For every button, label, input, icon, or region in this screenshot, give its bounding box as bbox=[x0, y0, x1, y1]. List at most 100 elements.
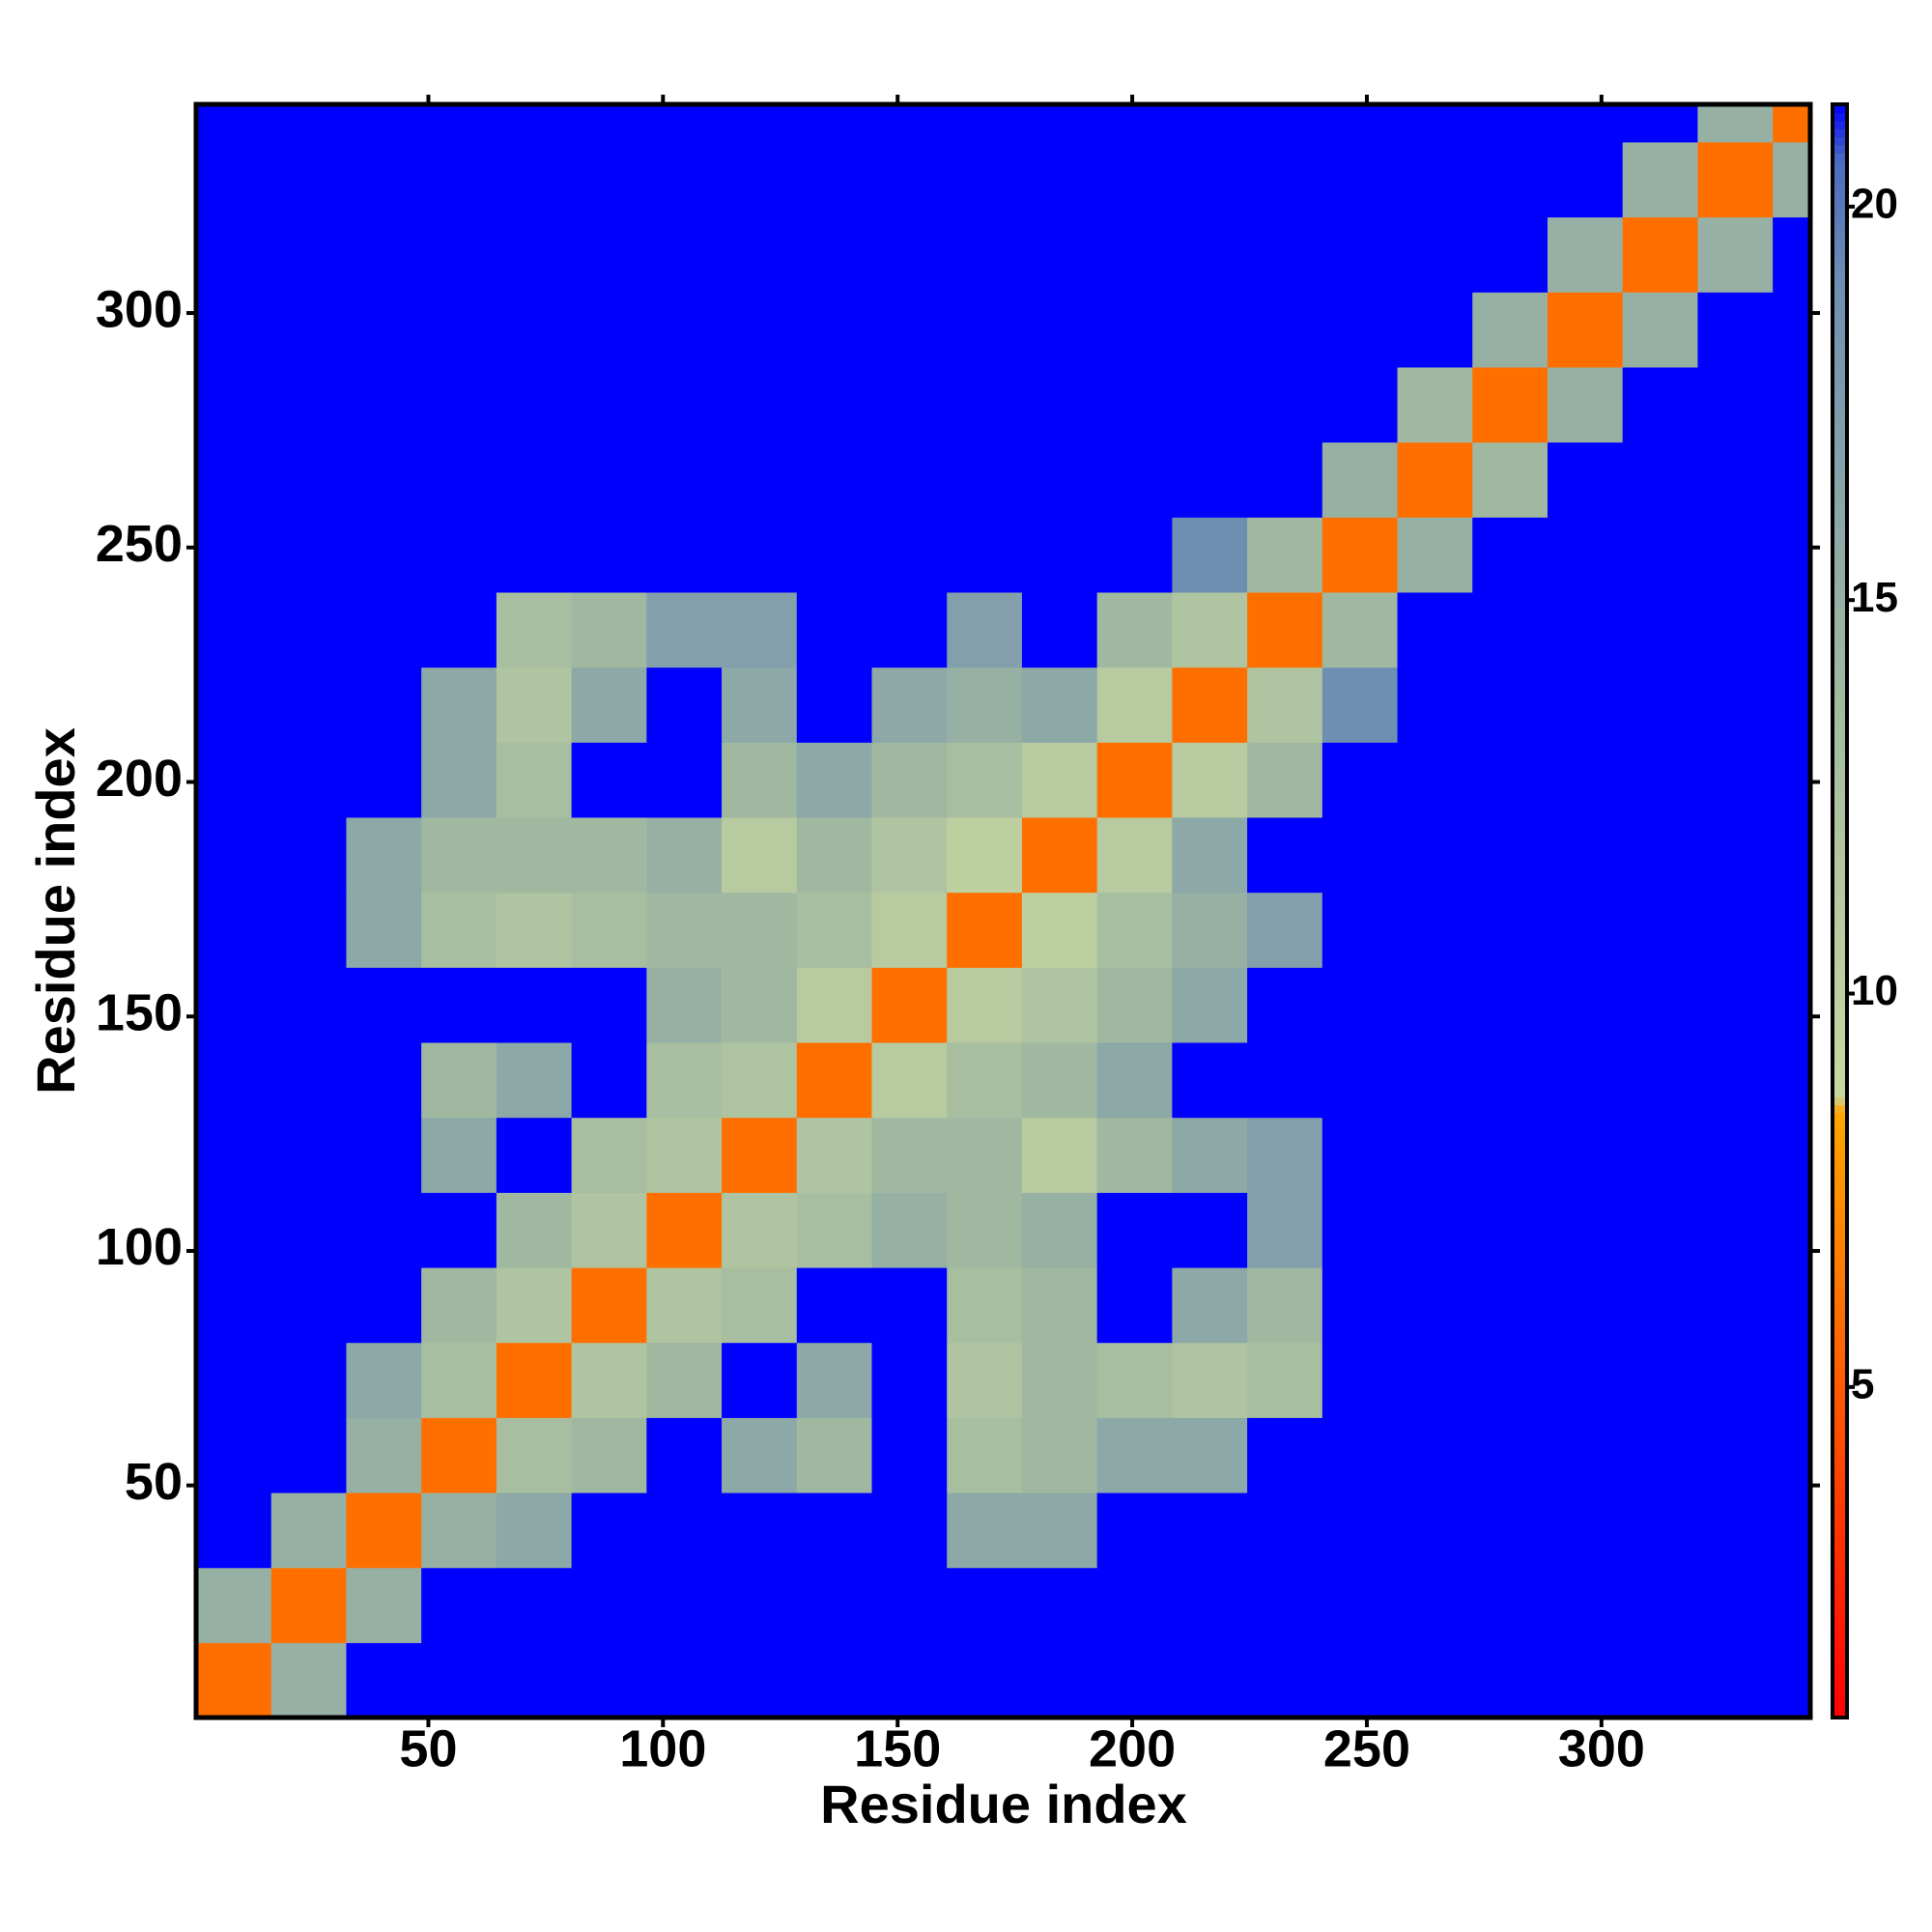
colorbar-segment bbox=[1833, 1128, 1847, 1138]
heatmap-cell bbox=[270, 141, 348, 218]
y-tick-label: 100 bbox=[96, 1218, 183, 1276]
x-tick-label: 300 bbox=[1558, 1719, 1645, 1777]
heatmap-cell bbox=[421, 1342, 497, 1418]
heatmap-cell bbox=[871, 892, 948, 968]
heatmap-cell bbox=[571, 1642, 647, 1719]
colorbar-segment bbox=[1833, 1556, 1847, 1566]
heatmap-cell bbox=[1321, 1266, 1399, 1344]
heatmap-cell bbox=[496, 141, 573, 218]
colorbar-segment bbox=[1833, 774, 1847, 783]
colorbar-segment bbox=[1833, 1338, 1847, 1348]
heatmap-cell bbox=[796, 292, 873, 368]
colorbar-segment bbox=[1833, 750, 1847, 759]
heatmap-cell bbox=[1021, 1117, 1098, 1193]
heatmap-cell bbox=[646, 967, 723, 1043]
heatmap-cell bbox=[421, 1192, 497, 1268]
heatmap-cell bbox=[1096, 1417, 1173, 1493]
heatmap-cell bbox=[1472, 1266, 1548, 1344]
heatmap-cell bbox=[270, 104, 348, 143]
heatmap-cell bbox=[346, 141, 422, 218]
heatmap-cell bbox=[196, 1192, 272, 1268]
heatmap-cell bbox=[571, 1417, 647, 1493]
heatmap-cell bbox=[1172, 1117, 1248, 1193]
colorbar-segment bbox=[1833, 1072, 1847, 1082]
heatmap-cell bbox=[947, 967, 1023, 1043]
heatmap-cell bbox=[1021, 441, 1098, 518]
heatmap-cell bbox=[1021, 1266, 1098, 1344]
colorbar-segment bbox=[1833, 895, 1847, 904]
colorbar-segment bbox=[1833, 1193, 1847, 1203]
heatmap-cell bbox=[346, 104, 422, 143]
heatmap-cell bbox=[871, 1492, 948, 1569]
heatmap-cell bbox=[1622, 1492, 1699, 1569]
heatmap-cell bbox=[947, 292, 1023, 368]
colorbar-segment bbox=[1833, 1427, 1847, 1436]
heatmap-cell bbox=[1773, 1192, 1811, 1268]
colorbar-segment bbox=[1833, 354, 1847, 363]
colorbar-segment bbox=[1833, 1039, 1847, 1049]
heatmap-cell bbox=[1773, 816, 1811, 894]
heatmap-cell bbox=[1397, 1642, 1473, 1719]
heatmap-cell bbox=[1472, 292, 1548, 368]
heatmap-cell bbox=[1773, 1417, 1811, 1493]
colorbar-segment bbox=[1833, 1516, 1847, 1525]
colorbar-segment bbox=[1833, 886, 1847, 896]
heatmap-cell bbox=[196, 667, 272, 743]
heatmap-cell bbox=[722, 1567, 798, 1643]
heatmap-cell bbox=[1397, 1417, 1473, 1493]
heatmap-cell bbox=[947, 216, 1023, 293]
heatmap-cell bbox=[1472, 667, 1548, 743]
heatmap-cell bbox=[496, 1117, 573, 1193]
colorbar-segment bbox=[1833, 644, 1847, 654]
heatmap-cell bbox=[646, 892, 723, 968]
colorbar-segment bbox=[1833, 1435, 1847, 1444]
colorbar-segment bbox=[1833, 233, 1847, 242]
heatmap-cell bbox=[1622, 1642, 1699, 1719]
y-tick-label: 50 bbox=[125, 1453, 183, 1511]
heatmap-cell bbox=[421, 1642, 497, 1719]
colorbar-segment bbox=[1833, 572, 1847, 582]
colorbar-segment bbox=[1833, 1588, 1847, 1598]
heatmap-cell bbox=[1472, 366, 1548, 443]
heatmap-cell bbox=[646, 591, 723, 668]
colorbar-segment bbox=[1833, 499, 1847, 509]
colorbar-segment bbox=[1833, 1605, 1847, 1614]
heatmap-cell bbox=[346, 1266, 422, 1344]
heatmap-cell bbox=[1773, 1567, 1811, 1643]
colorbar-segment bbox=[1833, 991, 1847, 1001]
heatmap-cell bbox=[196, 141, 272, 218]
heatmap-cell bbox=[1321, 292, 1399, 368]
colorbar-segment bbox=[1833, 483, 1847, 493]
heatmap-cell bbox=[1622, 967, 1699, 1043]
heatmap-cell bbox=[646, 1117, 723, 1193]
colorbar-segment bbox=[1833, 926, 1847, 936]
colorbar-segment bbox=[1833, 798, 1847, 808]
colorbar-segment bbox=[1833, 1540, 1847, 1549]
colorbar-segment bbox=[1833, 1282, 1847, 1292]
heatmap-cell bbox=[871, 441, 948, 518]
y-tick-label: 200 bbox=[96, 750, 183, 808]
heatmap-cell bbox=[1096, 1342, 1173, 1418]
heatmap-cell bbox=[1247, 517, 1323, 593]
colorbar-segment bbox=[1833, 951, 1847, 960]
colorbar-segment bbox=[1833, 298, 1847, 307]
heatmap-cell bbox=[1172, 1342, 1248, 1418]
heatmap-cell bbox=[1622, 216, 1699, 293]
heatmap-cell bbox=[1172, 141, 1248, 218]
colorbar-segment bbox=[1833, 1661, 1847, 1670]
heatmap-cell bbox=[1247, 1492, 1323, 1569]
heatmap-cell bbox=[722, 1492, 798, 1569]
colorbar-segment bbox=[1833, 1410, 1847, 1420]
heatmap-cell bbox=[1773, 1041, 1811, 1119]
heatmap-cell bbox=[346, 366, 422, 443]
colorbar-segment bbox=[1833, 902, 1847, 912]
heatmap-cell bbox=[196, 517, 272, 593]
heatmap-cell bbox=[1697, 292, 1774, 368]
heatmap-cell bbox=[1321, 441, 1399, 518]
heatmap-cell bbox=[796, 816, 873, 894]
heatmap-cell bbox=[421, 892, 497, 968]
heatmap-cell bbox=[1021, 517, 1098, 593]
colorbar-segment bbox=[1833, 1208, 1847, 1219]
heatmap-cell bbox=[1397, 216, 1473, 293]
heatmap-cell bbox=[1547, 441, 1624, 518]
